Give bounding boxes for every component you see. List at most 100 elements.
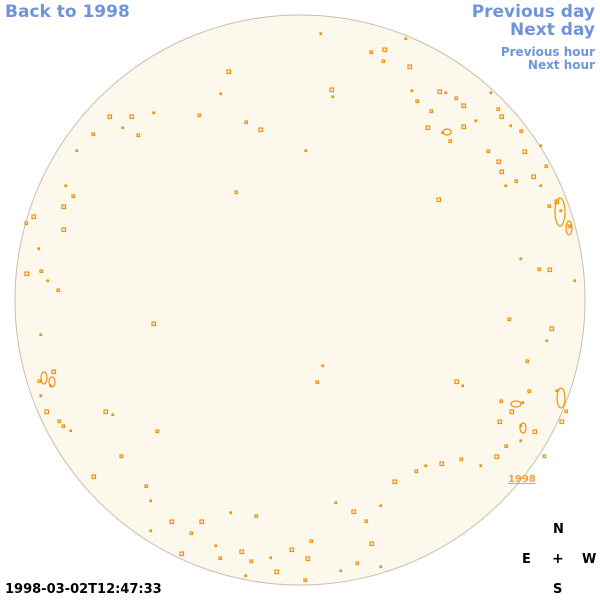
feature-marker xyxy=(494,454,500,460)
feature-marker xyxy=(339,569,343,573)
feature-marker xyxy=(504,444,509,449)
feature-marker xyxy=(424,464,428,468)
feature-marker xyxy=(496,107,501,112)
feature-marker xyxy=(499,114,505,120)
feature-marker xyxy=(381,59,386,64)
feature-marker xyxy=(519,257,523,261)
feature-marker xyxy=(429,109,434,114)
feature-marker xyxy=(539,184,543,188)
feature-marker xyxy=(149,529,153,533)
feature-marker xyxy=(214,544,218,548)
next-day-link[interactable]: Next day xyxy=(510,20,595,40)
feature-marker xyxy=(75,149,79,153)
solar-disk-circle xyxy=(14,14,586,586)
feature-marker xyxy=(454,96,459,101)
feature-marker xyxy=(51,369,57,375)
feature-contour xyxy=(510,400,522,408)
feature-marker xyxy=(289,547,295,553)
feature-marker xyxy=(404,37,408,41)
feature-marker xyxy=(334,501,338,505)
feature-marker xyxy=(549,326,555,332)
feature-marker xyxy=(392,479,398,485)
feature-marker xyxy=(425,125,431,131)
feature-marker xyxy=(539,144,543,148)
feature-marker xyxy=(497,419,503,425)
feature-marker xyxy=(454,379,460,385)
feature-marker xyxy=(407,64,413,70)
feature-marker xyxy=(91,474,97,480)
feature-marker xyxy=(382,47,388,53)
feature-marker xyxy=(555,389,559,393)
feature-contour xyxy=(442,128,452,136)
feature-marker xyxy=(155,429,160,434)
feature-marker xyxy=(459,457,464,462)
feature-marker xyxy=(537,267,542,272)
feature-marker xyxy=(507,317,512,322)
feature-marker xyxy=(489,91,493,95)
feature-marker xyxy=(519,129,524,134)
feature-marker xyxy=(39,394,43,398)
feature-marker xyxy=(61,204,67,210)
feature-marker xyxy=(61,424,66,429)
feature-marker xyxy=(152,111,156,115)
feature-marker xyxy=(379,504,383,508)
feature-marker xyxy=(189,531,194,536)
previous-hour-link[interactable]: Previous hour xyxy=(500,45,595,59)
feature-marker xyxy=(486,149,491,154)
feature-contour xyxy=(519,422,527,434)
feature-marker xyxy=(39,333,43,337)
feature-marker xyxy=(269,556,273,560)
feature-marker xyxy=(121,126,125,130)
feature-marker xyxy=(239,549,245,555)
feature-marker xyxy=(573,279,577,283)
feature-marker xyxy=(129,114,135,120)
feature-marker xyxy=(479,464,483,468)
feature-marker xyxy=(24,271,30,277)
feature-marker xyxy=(439,461,445,467)
feature-marker xyxy=(309,539,314,544)
feature-marker xyxy=(46,279,50,283)
feature-marker xyxy=(103,409,109,415)
feature-marker xyxy=(437,89,443,95)
year-link[interactable]: 1998 xyxy=(508,474,536,485)
next-hour-link[interactable]: Next hour xyxy=(527,58,595,72)
feature-marker xyxy=(547,267,553,273)
feature-marker xyxy=(461,384,465,388)
feature-marker xyxy=(369,50,374,55)
feature-marker xyxy=(542,454,547,459)
feature-marker xyxy=(226,69,232,75)
feature-marker xyxy=(64,184,68,188)
feature-marker xyxy=(218,556,223,561)
feature-marker xyxy=(57,419,62,424)
feature-marker xyxy=(321,364,325,368)
feature-marker xyxy=(305,556,311,562)
feature-contour xyxy=(556,387,566,409)
feature-marker xyxy=(499,399,504,404)
feature-marker xyxy=(179,551,185,557)
feature-marker xyxy=(169,519,175,525)
feature-marker xyxy=(37,247,41,251)
feature-marker xyxy=(329,87,335,93)
feature-marker xyxy=(304,149,308,153)
feature-marker xyxy=(521,401,525,405)
previous-day-link[interactable]: Previous day xyxy=(471,2,595,22)
feature-marker xyxy=(144,484,149,489)
feature-marker xyxy=(331,95,335,99)
feature-marker xyxy=(379,565,383,569)
feature-marker xyxy=(303,578,308,583)
compass-west: W xyxy=(582,552,597,567)
back-to-year-link[interactable]: Back to 1998 xyxy=(5,2,130,22)
feature-marker xyxy=(199,519,205,525)
feature-marker xyxy=(56,288,61,293)
feature-marker xyxy=(499,169,505,175)
compass-north: N xyxy=(553,522,564,537)
feature-marker xyxy=(274,569,280,575)
feature-marker xyxy=(31,214,37,220)
feature-marker xyxy=(249,559,254,564)
feature-marker xyxy=(258,127,264,133)
feature-marker xyxy=(567,224,572,229)
feature-marker xyxy=(254,514,259,519)
compass-south: S xyxy=(553,582,563,597)
feature-contour xyxy=(40,371,48,385)
